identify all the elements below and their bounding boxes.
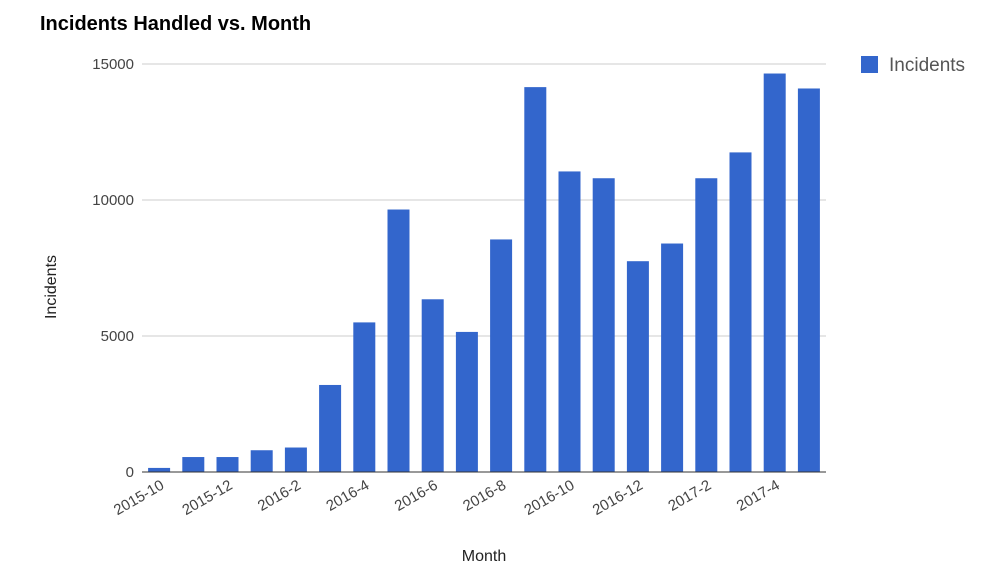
bar — [661, 243, 684, 472]
gridlines — [142, 63, 826, 337]
bars — [148, 73, 820, 473]
bar — [182, 457, 205, 472]
bar — [797, 88, 820, 472]
bar — [216, 457, 239, 472]
x-tick-label: 2016-12 — [590, 477, 646, 519]
bar — [353, 322, 376, 472]
bar — [695, 178, 718, 473]
legend: Incidents — [861, 55, 965, 76]
bar — [387, 209, 410, 472]
bar — [729, 152, 752, 472]
x-tick-label: 2016-10 — [521, 477, 577, 519]
legend-swatch — [861, 56, 878, 73]
bar — [592, 178, 615, 473]
y-axis-ticks: 0 5000 10000 15000 — [92, 56, 134, 481]
bar — [524, 87, 547, 473]
y-tick-label: 5000 — [101, 328, 134, 345]
bar — [284, 447, 307, 472]
x-tick-label: 2016-6 — [392, 477, 441, 515]
bar — [148, 467, 171, 472]
y-tick-label: 0 — [126, 464, 134, 481]
bar — [455, 331, 478, 472]
x-tick-label: 2016-8 — [460, 477, 509, 515]
bar — [763, 73, 786, 473]
x-tick-label: 2016-2 — [255, 477, 304, 515]
bar — [319, 384, 342, 472]
x-tick-label: 2015-10 — [111, 477, 167, 519]
chart-title: Incidents Handled vs. Month — [40, 13, 311, 35]
y-tick-label: 15000 — [92, 56, 134, 73]
bar — [490, 239, 513, 472]
legend-label: Incidents — [889, 55, 965, 76]
x-tick-label: 2015-12 — [179, 477, 235, 519]
bar — [626, 261, 649, 472]
bar — [558, 171, 581, 472]
x-tick-label: 2017-4 — [734, 477, 783, 515]
x-axis-ticks: 2015-10 2015-12 2016-2 2016-4 2016-6 2016-8 20… — [111, 477, 783, 519]
bar — [250, 450, 273, 472]
x-tick-label: 2016-4 — [323, 477, 372, 515]
y-tick-label: 10000 — [92, 192, 134, 209]
x-axis-label: Month — [462, 548, 506, 565]
bar — [421, 299, 444, 472]
x-tick-label: 2017-2 — [665, 477, 714, 515]
y-axis-label: Incidents — [43, 255, 60, 319]
